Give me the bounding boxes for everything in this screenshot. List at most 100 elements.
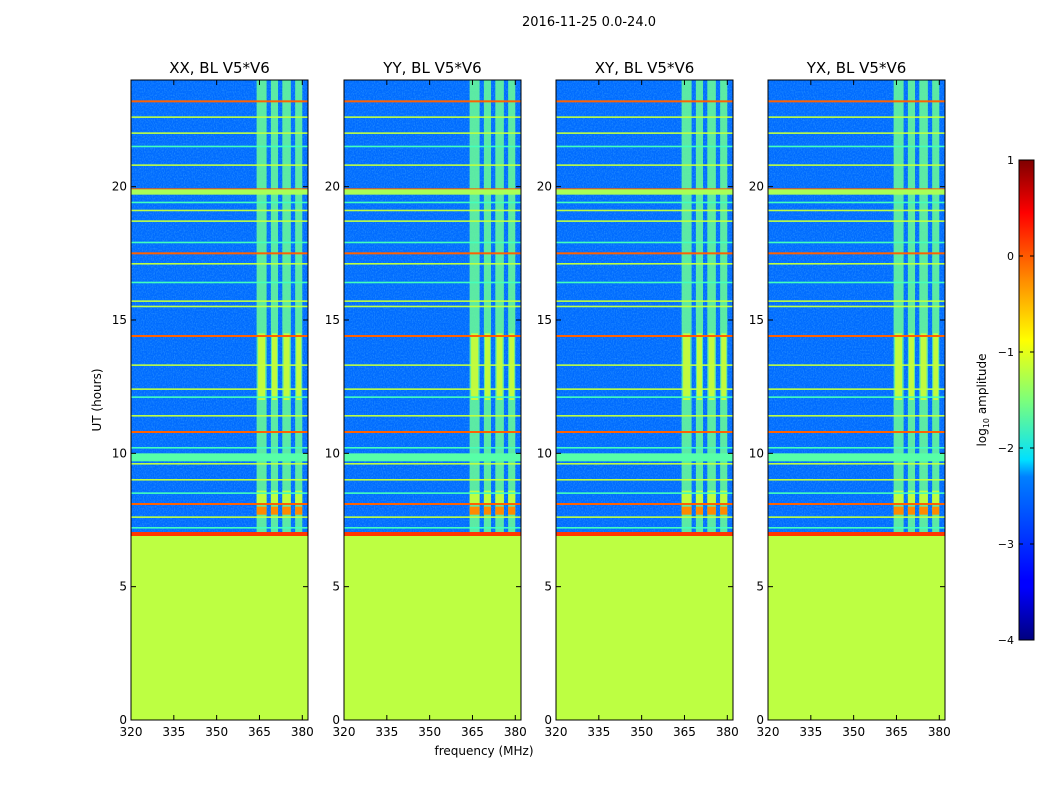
y-tick-label: 10 [325,446,340,460]
y-tick-label: 15 [749,313,764,327]
band-hotspot [920,333,927,400]
x-tick-label: 365 [673,725,696,739]
rfi-line [768,396,945,398]
rfi-line [768,281,945,284]
rfi-line [131,463,308,465]
band-column [495,80,504,536]
rfi-line [768,479,945,481]
x-tick-label: 365 [461,725,484,739]
panel-frame [130,79,309,721]
rfi-line [344,220,521,222]
rfi-line [131,164,308,166]
colorbar-tick-label: −4 [998,634,1014,647]
fill-region [768,536,945,720]
rfi-line [131,516,308,518]
rfi-line [556,241,733,244]
rfi-line [556,252,733,255]
rfi-line [344,201,521,204]
band-hotspot [721,333,727,400]
band-burst [720,506,728,515]
rfi-band-thick [344,453,521,462]
colorbar-tick-label: 1 [1007,154,1014,167]
rfi-line [556,388,733,390]
rfi-line [131,479,308,481]
band-hotspot [258,333,266,400]
band-hotspot [283,333,290,400]
panel-yy: YY, BL V5*V6 320 335 350 365 380 0 5 10 15 20 [325,59,527,739]
rfi-line [556,503,733,505]
rfi-line [131,431,308,433]
rfi-line [556,145,733,148]
band-burst [681,506,692,515]
band-burst-upper [681,490,692,504]
band-burst-upper [508,490,516,504]
rfi-line [131,503,308,505]
band-column [907,80,916,536]
y-axis-label: UT (hours) [90,368,104,431]
y-tick-label: 5 [544,580,552,594]
rfi-line [131,335,308,337]
rfi-line [344,463,521,465]
rfi-line [344,241,521,244]
panel-frame [767,79,946,721]
rfi-line [768,503,945,505]
rfi-line [556,492,733,494]
rfi-line [556,201,733,204]
rfi-line [131,364,308,366]
rfi-line [344,527,521,529]
start-line [344,532,521,536]
x-tick-label: 335 [375,725,398,739]
rfi-line [768,364,945,366]
colorbar-label: log10 amplitude [975,354,991,447]
panel-frame [343,79,522,721]
panel-title: XX, BL V5*V6 [169,59,270,77]
y-tick-label: 0 [332,713,340,727]
rfi-line [131,415,308,417]
rfi-line [344,396,521,398]
x-tick-label: 320 [120,725,143,739]
panel-title: YY, BL V5*V6 [382,59,481,77]
band-burst-upper [282,490,291,504]
rfi-line [131,116,308,118]
colorbar: 1 0 −1 −2 −3 −4 log10 amplitude [975,154,1035,647]
band-burst [707,506,716,515]
rfi-line [768,209,945,212]
rfi-line [131,201,308,204]
band-burst [495,506,504,515]
rfi-line [131,220,308,222]
rfi-line [768,305,945,308]
band-burst-upper [256,490,267,504]
rfi-line [556,300,733,302]
x-tick-label: 335 [799,725,822,739]
y-tick-label: 10 [112,446,127,460]
rfi-line [556,516,733,518]
x-tick-label: 350 [418,725,441,739]
rfi-line [556,281,733,284]
y-tick-label: 5 [756,580,764,594]
y-tick-label: 20 [749,180,764,194]
rfi-line [131,263,308,265]
noise-texture [556,80,733,536]
rfi-line [344,263,521,265]
rfi-line [556,479,733,481]
rfi-line [556,396,733,398]
y-tick-label: 15 [112,313,127,327]
rfi-line [768,388,945,390]
rfi-line [131,492,308,494]
rfi-line [768,335,945,337]
rfi-band-thick [768,453,945,462]
colorbar-tick-label: −3 [998,538,1014,551]
y-tick-label: 20 [112,180,127,194]
x-tick-label: 350 [630,725,653,739]
rfi-line [344,335,521,337]
rfi-line [768,100,945,103]
rfi-line [556,116,733,118]
rfi-line [556,431,733,433]
band-burst [893,506,904,515]
rfi-band-thick [768,189,945,195]
band-burst [256,506,267,515]
rfi-line [131,305,308,308]
